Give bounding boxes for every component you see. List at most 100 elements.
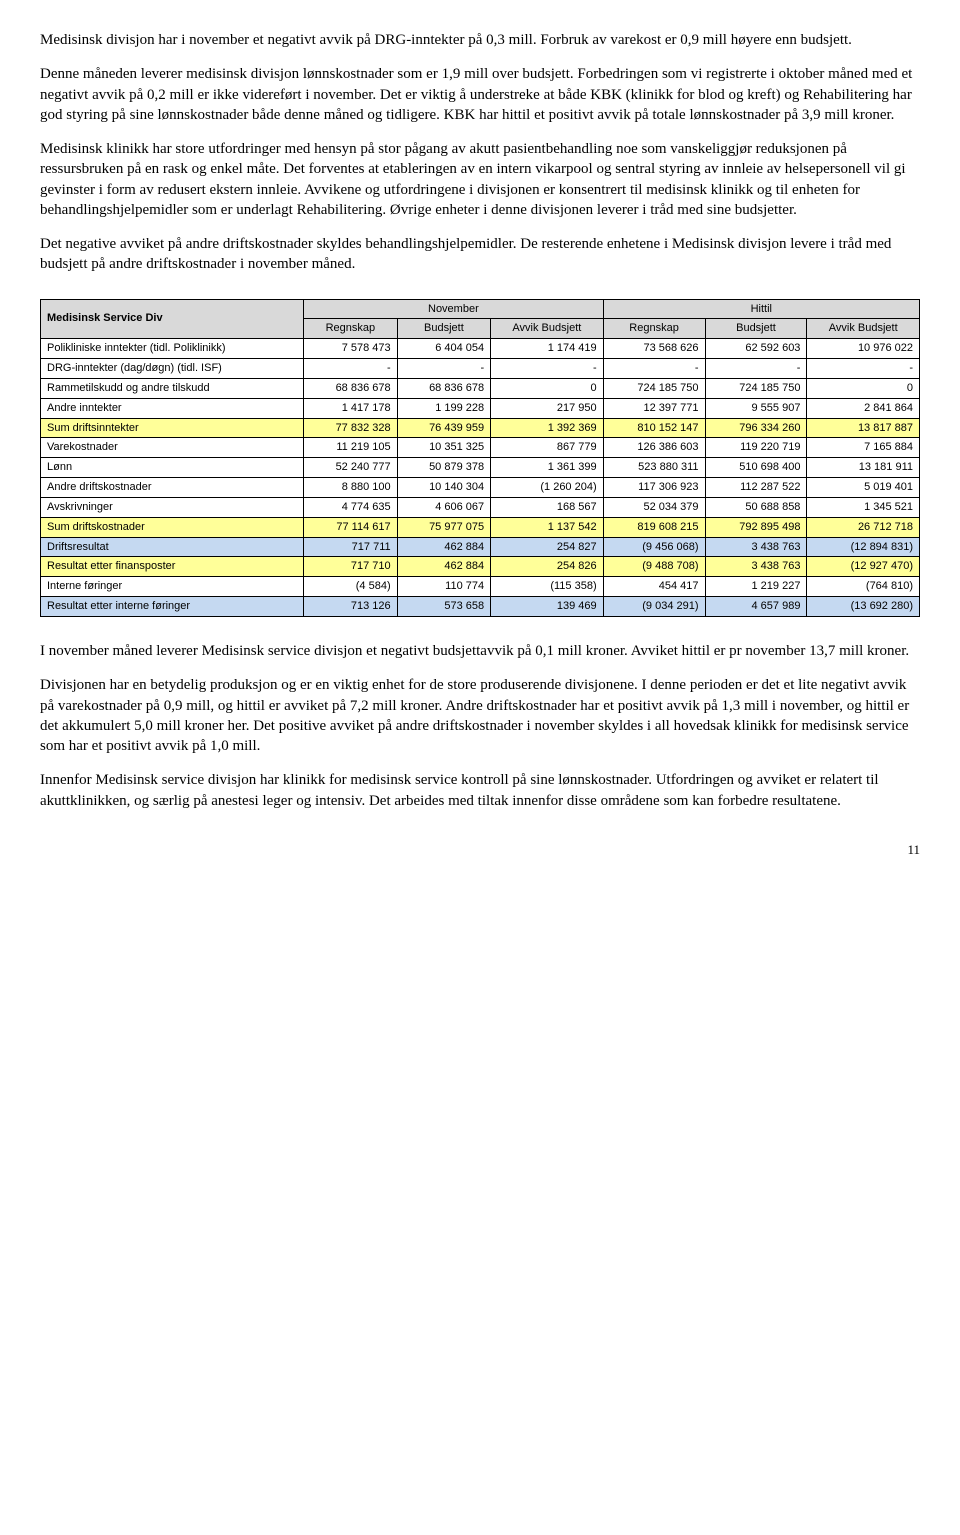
col-regnskap-2: Regnskap [603,319,705,339]
cell-value: 1 345 521 [807,497,920,517]
cell-value: 62 592 603 [705,339,807,359]
cell-value: 7 578 473 [304,339,398,359]
cell-value: 52 034 379 [603,497,705,517]
cell-value: 796 334 260 [705,418,807,438]
row-label: Resultat etter finansposter [41,557,304,577]
cell-value: 0 [491,378,604,398]
cell-value: 6 404 054 [397,339,491,359]
row-label: DRG-inntekter (dag/døgn) (tidl. ISF) [41,359,304,379]
table-row: Andre inntekter1 417 1781 199 228217 950… [41,398,920,418]
cell-value: 9 555 907 [705,398,807,418]
table-row: DRG-inntekter (dag/døgn) (tidl. ISF)----… [41,359,920,379]
cell-value: 50 879 378 [397,458,491,478]
cell-value: 110 774 [397,577,491,597]
cell-value: (9 456 068) [603,537,705,557]
table-row: Polikliniske inntekter (tidl. Poliklinik… [41,339,920,359]
cell-value: - [705,359,807,379]
cell-value: (9 488 708) [603,557,705,577]
cell-value: 10 351 325 [397,438,491,458]
table-row: Lønn52 240 77750 879 3781 361 399523 880… [41,458,920,478]
cell-value: 8 880 100 [304,478,398,498]
cell-value: 1 361 399 [491,458,604,478]
cell-value: 867 779 [491,438,604,458]
cell-value: 11 219 105 [304,438,398,458]
row-label: Polikliniske inntekter (tidl. Poliklinik… [41,339,304,359]
row-label: Avskrivninger [41,497,304,517]
cell-value: 10 976 022 [807,339,920,359]
cell-value: 112 287 522 [705,478,807,498]
cell-value: 26 712 718 [807,517,920,537]
table-row: Andre driftskostnader8 880 10010 140 304… [41,478,920,498]
cell-value: 126 386 603 [603,438,705,458]
cell-value: (4 584) [304,577,398,597]
cell-value: 117 306 923 [603,478,705,498]
cell-value: 68 836 678 [397,378,491,398]
para-6: Divisjonen har en betydelig produksjon o… [40,675,920,756]
cell-value: 717 711 [304,537,398,557]
cell-value: (764 810) [807,577,920,597]
col-budsjett-2: Budsjett [705,319,807,339]
cell-value: (115 358) [491,577,604,597]
cell-value: 76 439 959 [397,418,491,438]
cell-value: 13 817 887 [807,418,920,438]
cell-value: (13 692 280) [807,597,920,617]
row-label: Driftsresultat [41,537,304,557]
cell-value: 713 126 [304,597,398,617]
table-title: Medisinsk Service Div [41,299,304,339]
table-row: Avskrivninger4 774 6354 606 067168 56752… [41,497,920,517]
cell-value: 73 568 626 [603,339,705,359]
cell-value: 2 841 864 [807,398,920,418]
cell-value: 4 774 635 [304,497,398,517]
cell-value: 1 199 228 [397,398,491,418]
cell-value: 77 832 328 [304,418,398,438]
table-row: Varekostnader11 219 10510 351 325867 779… [41,438,920,458]
cell-value: 819 608 215 [603,517,705,537]
cell-value: 792 895 498 [705,517,807,537]
cell-value: 454 417 [603,577,705,597]
col-budsjett-1: Budsjett [397,319,491,339]
row-label: Varekostnader [41,438,304,458]
cell-value: - [807,359,920,379]
cell-value: 50 688 858 [705,497,807,517]
cell-value: (1 260 204) [491,478,604,498]
cell-value: 3 438 763 [705,537,807,557]
cell-value: 1 174 419 [491,339,604,359]
col-group-november: November [304,299,604,319]
page-number: 11 [40,841,920,859]
row-label: Sum driftsinntekter [41,418,304,438]
cell-value: 7 165 884 [807,438,920,458]
cell-value: - [603,359,705,379]
cell-value: 119 220 719 [705,438,807,458]
para-4: Det negative avviket på andre driftskost… [40,234,920,275]
cell-value: 10 140 304 [397,478,491,498]
cell-value: 68 836 678 [304,378,398,398]
table-row: Resultat etter interne føringer713 12657… [41,597,920,617]
col-group-hittil: Hittil [603,299,919,319]
para-1: Medisinsk divisjon har i november et neg… [40,30,920,50]
table-row: Rammetilskudd og andre tilskudd68 836 67… [41,378,920,398]
row-label: Interne føringer [41,577,304,597]
cell-value: (12 927 470) [807,557,920,577]
cell-value: 523 880 311 [603,458,705,478]
table-row: Sum driftskostnader77 114 61775 977 0751… [41,517,920,537]
cell-value: 1 417 178 [304,398,398,418]
cell-value: 12 397 771 [603,398,705,418]
cell-value: - [397,359,491,379]
cell-value: 217 950 [491,398,604,418]
cell-value: 52 240 777 [304,458,398,478]
para-7: Innenfor Medisinsk service divisjon har … [40,770,920,811]
cell-value: 3 438 763 [705,557,807,577]
table-row: Driftsresultat717 711462 884254 827(9 45… [41,537,920,557]
cell-value: 1 219 227 [705,577,807,597]
cell-value: 717 710 [304,557,398,577]
cell-value: 0 [807,378,920,398]
cell-value: 4 606 067 [397,497,491,517]
cell-value: 810 152 147 [603,418,705,438]
cell-value: 4 657 989 [705,597,807,617]
cell-value: (12 894 831) [807,537,920,557]
cell-value: 462 884 [397,537,491,557]
col-regnskap-1: Regnskap [304,319,398,339]
row-label: Rammetilskudd og andre tilskudd [41,378,304,398]
table-row: Sum driftsinntekter77 832 32876 439 959 1… [41,418,920,438]
table-row: Resultat etter finansposter717 710462 88… [41,557,920,577]
